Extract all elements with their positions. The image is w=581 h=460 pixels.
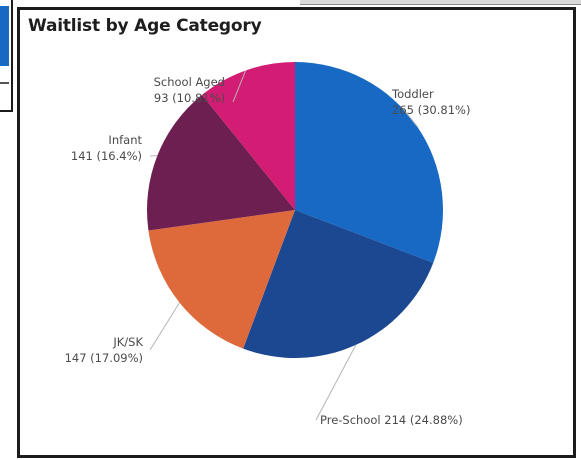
pie-slice-jk-sk[interactable] bbox=[148, 210, 295, 349]
leader-line bbox=[403, 109, 418, 127]
leader-line bbox=[149, 302, 180, 351]
slice-label: Pre-School 214 (24.88%) bbox=[320, 413, 463, 427]
leader-line bbox=[232, 70, 247, 103]
slice-labels: Toddler 265 (30.81%) Pre-School 214 (24.88… bbox=[65, 75, 471, 427]
pie-slice-infant[interactable] bbox=[147, 94, 295, 231]
leader-line bbox=[315, 344, 357, 421]
leader-lines bbox=[149, 70, 418, 421]
adjacent-visual-fragment bbox=[0, 0, 13, 112]
adjacent-visual-bar bbox=[0, 6, 9, 66]
adjacent-visual-tick bbox=[0, 82, 9, 84]
waitlist-pie-card[interactable]: Waitlist by Age Category Toddler 265 (30.… bbox=[17, 7, 576, 458]
pie-chart[interactable]: Toddler 265 (30.81%) Pre-School 214 (24.88… bbox=[20, 10, 573, 455]
chart-title: Waitlist by Age Category bbox=[28, 16, 262, 36]
slice-label: Toddler 265 (30.81%) bbox=[391, 87, 470, 117]
pie-slice-pre-school[interactable] bbox=[243, 210, 434, 358]
adjacent-visual-edge bbox=[300, 0, 581, 5]
slice-label: JK/SK 147 (17.09%) bbox=[65, 335, 144, 365]
slice-label: Infant 141 (16.4%) bbox=[71, 133, 143, 163]
pie-slice-school-aged[interactable] bbox=[202, 62, 295, 210]
slice-label: School Aged 93 (10.81%) bbox=[154, 75, 225, 105]
